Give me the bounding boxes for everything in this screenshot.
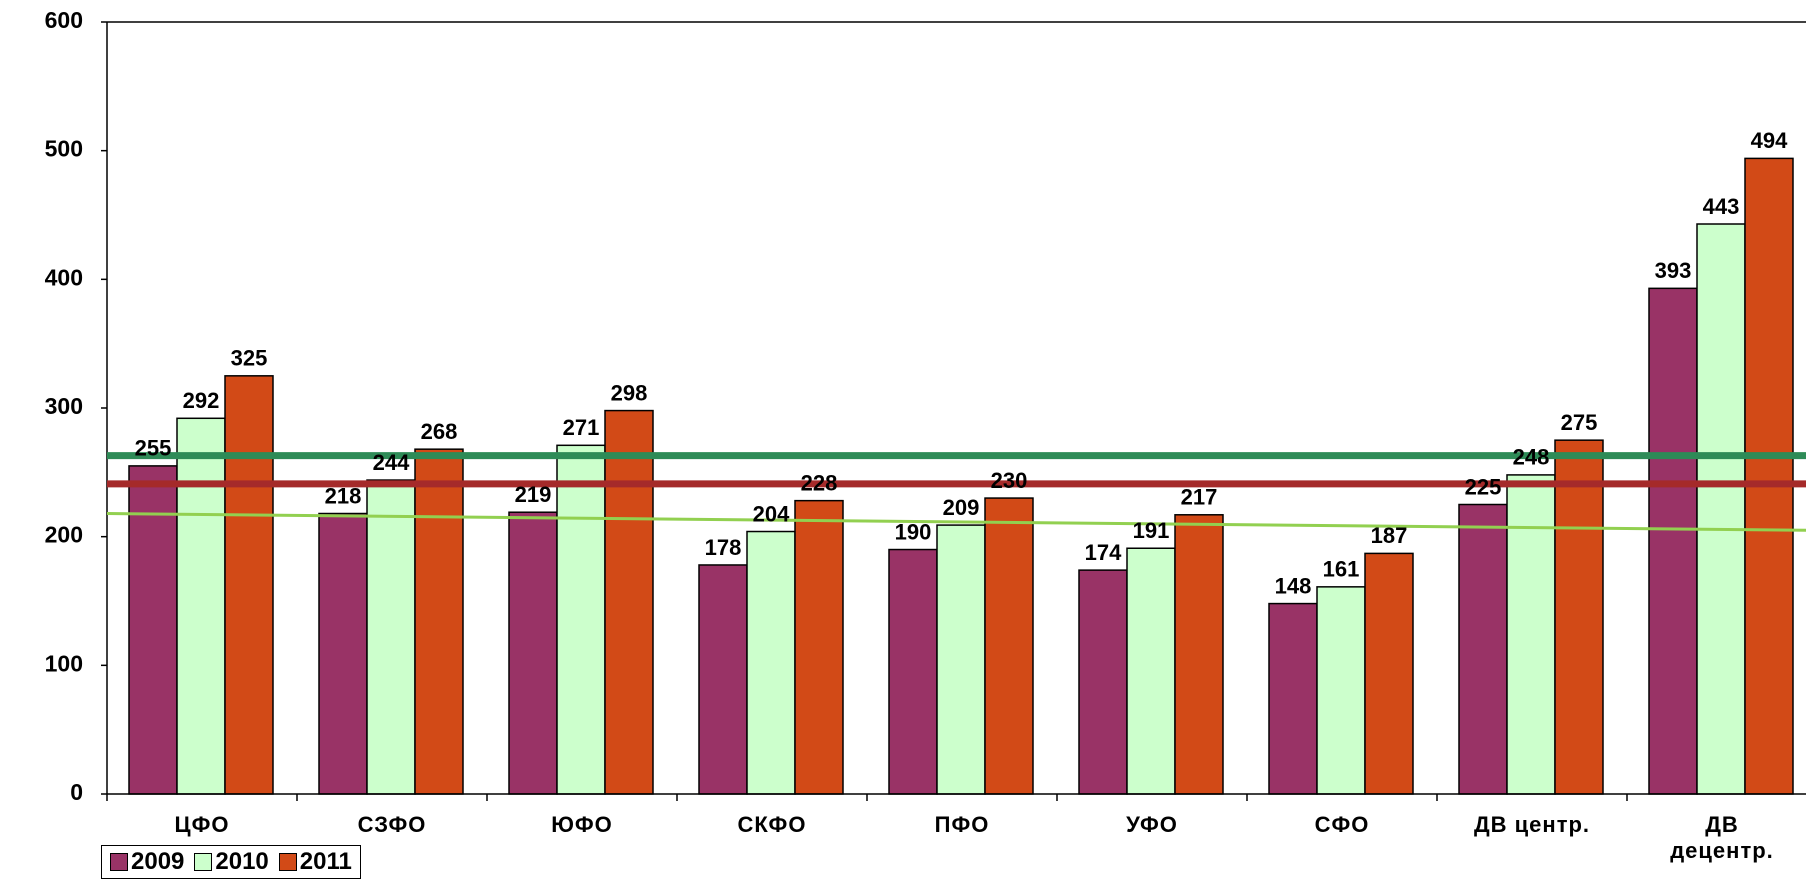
legend-swatch bbox=[194, 853, 213, 871]
y-tick-label: 100 bbox=[45, 650, 83, 676]
data-label: 178 bbox=[705, 535, 742, 560]
data-label: 271 bbox=[563, 415, 600, 440]
bar bbox=[1554, 439, 1604, 795]
x-tick-label: ДВ центр. bbox=[1473, 812, 1591, 837]
x-tick-label: УФО bbox=[1126, 812, 1178, 837]
bar bbox=[414, 448, 464, 795]
data-label: 275 bbox=[1561, 410, 1598, 435]
legend-label: 2010 bbox=[215, 848, 269, 875]
legend-label: 2009 bbox=[131, 848, 185, 875]
y-tick-label: 600 bbox=[45, 7, 83, 33]
data-label: 204 bbox=[753, 501, 790, 526]
data-label: 217 bbox=[1181, 485, 1218, 510]
bar bbox=[1648, 287, 1698, 795]
y-tick-label: 400 bbox=[45, 264, 83, 290]
legend-swatch bbox=[278, 853, 297, 871]
data-label: 292 bbox=[183, 388, 220, 413]
y-tick-label: 300 bbox=[45, 393, 83, 419]
y-tick-label: 500 bbox=[45, 136, 83, 162]
y-tick-label: 200 bbox=[45, 522, 83, 548]
data-label: 393 bbox=[1655, 258, 1692, 283]
bar bbox=[1174, 514, 1224, 795]
data-label: 161 bbox=[1323, 557, 1360, 582]
bar bbox=[698, 564, 748, 795]
bar bbox=[604, 409, 654, 795]
data-label: 219 bbox=[515, 482, 552, 507]
data-label: 244 bbox=[373, 450, 410, 475]
bar bbox=[1458, 503, 1508, 795]
bar bbox=[746, 530, 796, 795]
x-tick-label: СФО bbox=[1314, 812, 1370, 837]
bar bbox=[1126, 547, 1176, 795]
legend-item: 2011 bbox=[278, 848, 352, 876]
bar bbox=[1744, 157, 1794, 795]
x-tick-label: СКФО bbox=[737, 812, 807, 837]
x-tick-label: ЮФО bbox=[551, 812, 613, 837]
data-label: 174 bbox=[1085, 540, 1122, 565]
x-tick-label: ПФО bbox=[934, 812, 990, 837]
x-tick-label: ЦФО bbox=[174, 812, 230, 837]
data-label: 191 bbox=[1133, 518, 1170, 543]
data-label: 443 bbox=[1703, 194, 1740, 219]
data-label: 209 bbox=[943, 495, 980, 520]
legend-label: 2011 bbox=[299, 848, 352, 875]
data-label: 148 bbox=[1275, 573, 1312, 598]
bar bbox=[224, 375, 274, 795]
data-label: 190 bbox=[895, 519, 932, 544]
bar bbox=[1696, 223, 1746, 795]
legend-item: 2009 bbox=[110, 848, 184, 876]
bar bbox=[1316, 586, 1366, 795]
bar bbox=[1268, 602, 1318, 795]
bar bbox=[984, 497, 1034, 795]
bar bbox=[1364, 552, 1414, 795]
bar bbox=[936, 524, 986, 795]
bar bbox=[1078, 569, 1128, 795]
bar bbox=[176, 417, 226, 795]
data-label: 248 bbox=[1513, 445, 1550, 470]
bar bbox=[888, 548, 938, 795]
legend: 2009 2010 2011 bbox=[101, 845, 361, 879]
data-label: 494 bbox=[1751, 128, 1788, 153]
x-tick-label: СЗФО bbox=[357, 812, 427, 837]
trend-line bbox=[106, 512, 1806, 532]
bar bbox=[318, 512, 368, 795]
data-label: 187 bbox=[1371, 523, 1408, 548]
data-label: 218 bbox=[325, 483, 362, 508]
x-tick-label: ДВ децентр. bbox=[1670, 812, 1774, 863]
data-label: 225 bbox=[1465, 474, 1502, 499]
data-label: 268 bbox=[421, 419, 458, 444]
bar bbox=[794, 499, 844, 795]
legend-item: 2010 bbox=[194, 848, 269, 876]
data-label: 298 bbox=[611, 380, 648, 405]
data-label: 228 bbox=[801, 470, 838, 495]
bar bbox=[366, 479, 416, 795]
legend-swatch bbox=[110, 853, 128, 871]
data-label: 325 bbox=[231, 346, 268, 371]
bar bbox=[556, 444, 606, 795]
bar bbox=[1506, 474, 1556, 795]
data-label: 255 bbox=[135, 436, 172, 461]
bar bbox=[508, 511, 558, 795]
y-tick-label: 0 bbox=[70, 779, 83, 805]
data-label: 230 bbox=[991, 468, 1028, 493]
